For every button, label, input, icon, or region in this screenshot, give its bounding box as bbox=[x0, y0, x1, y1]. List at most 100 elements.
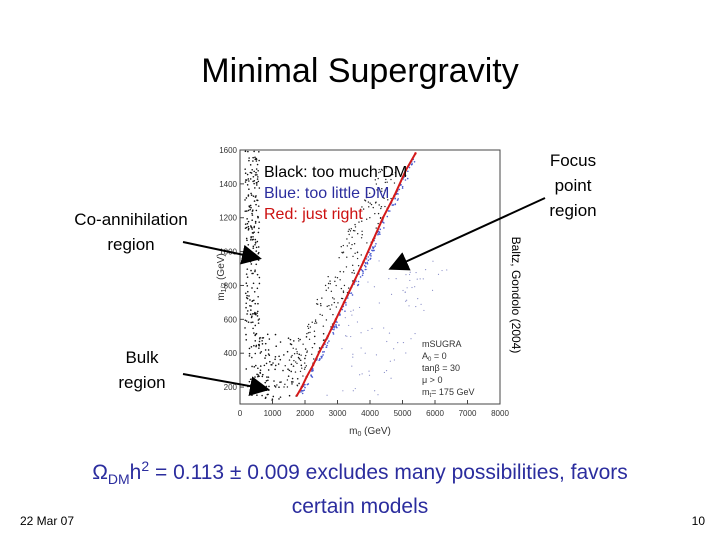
data-point-sparse bbox=[441, 269, 443, 272]
data-point-blue bbox=[379, 228, 382, 231]
data-point bbox=[327, 282, 330, 285]
data-point bbox=[358, 221, 360, 223]
red-band-point bbox=[381, 216, 385, 219]
x-tick-label: 0 bbox=[238, 409, 243, 418]
data-point-sparse bbox=[352, 390, 354, 392]
data-point bbox=[378, 168, 380, 171]
data-point bbox=[327, 287, 330, 289]
data-point-blue bbox=[325, 346, 328, 348]
data-point bbox=[254, 364, 257, 367]
data-point bbox=[245, 273, 248, 275]
data-point bbox=[256, 273, 259, 276]
data-point bbox=[296, 352, 298, 355]
data-point bbox=[316, 298, 319, 301]
data-point bbox=[258, 343, 260, 346]
data-point bbox=[258, 150, 260, 153]
data-point bbox=[303, 362, 306, 364]
data-point-sparse bbox=[390, 377, 392, 379]
coannihilation-region-label: Co-annihilation region bbox=[74, 210, 188, 254]
data-point bbox=[360, 208, 362, 211]
data-point-blue bbox=[389, 210, 391, 212]
data-point bbox=[272, 395, 275, 398]
data-point bbox=[287, 368, 289, 371]
data-point bbox=[379, 217, 382, 220]
data-point bbox=[348, 233, 350, 236]
data-point bbox=[248, 295, 250, 297]
data-point bbox=[254, 222, 257, 224]
data-point bbox=[361, 220, 363, 222]
data-point-blue bbox=[365, 258, 368, 260]
data-point bbox=[298, 353, 301, 356]
red-band-point bbox=[318, 350, 321, 353]
data-point-sparse bbox=[342, 390, 344, 392]
data-point-blue bbox=[407, 170, 409, 173]
data-point bbox=[250, 194, 253, 196]
data-point bbox=[346, 245, 349, 247]
data-point bbox=[263, 364, 266, 367]
data-point bbox=[296, 362, 298, 365]
data-point bbox=[258, 159, 260, 162]
data-point bbox=[264, 342, 267, 345]
red-band-point bbox=[311, 363, 315, 367]
data-point-blue bbox=[351, 294, 354, 296]
data-point bbox=[278, 355, 280, 358]
data-point-sparse bbox=[346, 335, 348, 337]
data-point bbox=[279, 381, 281, 384]
data-point bbox=[307, 332, 310, 334]
data-point bbox=[262, 373, 264, 376]
data-point bbox=[314, 322, 316, 325]
data-point-blue bbox=[341, 308, 344, 311]
data-point bbox=[353, 272, 355, 274]
data-point-sparse bbox=[408, 273, 411, 276]
data-point-sparse bbox=[416, 278, 418, 280]
data-point bbox=[254, 158, 257, 161]
data-point bbox=[257, 374, 260, 376]
data-point bbox=[259, 365, 262, 367]
data-point bbox=[271, 398, 274, 400]
data-point bbox=[249, 299, 251, 301]
data-point bbox=[256, 199, 258, 201]
data-point-sparse bbox=[360, 332, 362, 334]
data-point bbox=[354, 226, 357, 228]
data-point bbox=[258, 221, 261, 223]
data-point-sparse bbox=[390, 293, 393, 295]
data-point bbox=[250, 206, 252, 209]
data-point-sparse bbox=[432, 260, 434, 262]
data-point bbox=[255, 344, 258, 347]
data-point bbox=[286, 386, 289, 388]
data-point bbox=[258, 227, 260, 230]
data-point-sparse bbox=[368, 374, 371, 376]
data-point bbox=[253, 200, 256, 202]
data-point-blue bbox=[387, 210, 390, 212]
data-point bbox=[298, 382, 300, 385]
data-point bbox=[252, 195, 255, 197]
data-point bbox=[328, 304, 330, 307]
data-point bbox=[292, 365, 295, 367]
data-point bbox=[374, 179, 377, 181]
data-point bbox=[254, 324, 257, 327]
data-point-sparse bbox=[356, 321, 359, 323]
data-point bbox=[274, 333, 277, 336]
y-tick-label: 1200 bbox=[219, 214, 237, 223]
arrow-coannihilation bbox=[182, 241, 262, 265]
data-point-sparse bbox=[437, 273, 440, 275]
data-point bbox=[287, 375, 290, 377]
data-point bbox=[258, 337, 261, 340]
data-point bbox=[251, 300, 253, 303]
y-tick-label: 800 bbox=[224, 281, 238, 290]
data-point bbox=[313, 358, 315, 360]
data-point bbox=[297, 356, 300, 359]
data-point bbox=[250, 346, 253, 348]
data-point-blue bbox=[372, 247, 374, 250]
data-point bbox=[341, 251, 343, 254]
data-point bbox=[295, 348, 297, 350]
data-point-sparse bbox=[402, 341, 405, 344]
data-point bbox=[245, 237, 248, 240]
data-point bbox=[256, 315, 259, 317]
data-point bbox=[350, 227, 352, 230]
data-point bbox=[381, 190, 383, 192]
data-point bbox=[287, 337, 290, 339]
data-point bbox=[391, 173, 394, 176]
data-point bbox=[377, 222, 379, 225]
data-point bbox=[257, 319, 260, 321]
